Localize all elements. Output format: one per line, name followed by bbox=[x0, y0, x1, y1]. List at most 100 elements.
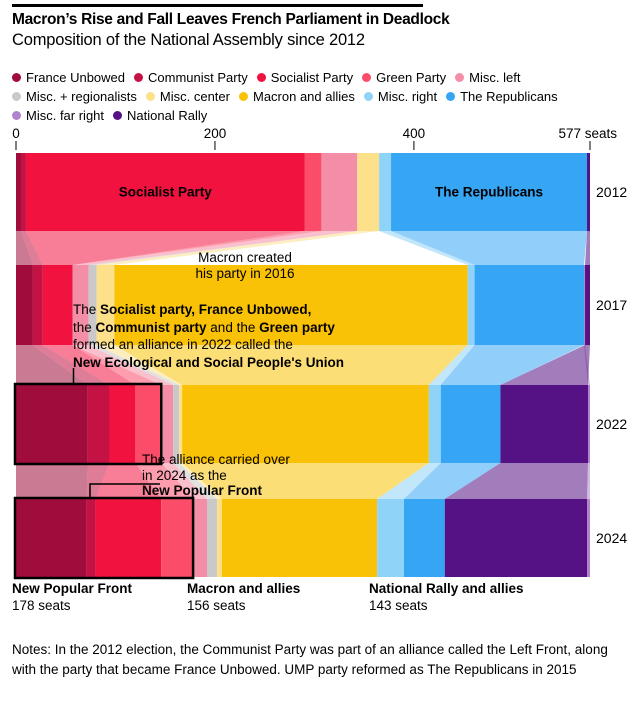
segment-2012-national-rally bbox=[587, 153, 590, 231]
the-republicans-swatch-icon bbox=[446, 92, 456, 101]
year-label-2012: 2012 bbox=[596, 184, 628, 200]
legend-label: The Republicans bbox=[460, 89, 558, 104]
flow-2012-2017-misc-center bbox=[96, 231, 380, 265]
segment-2024-misc-regionalists bbox=[207, 499, 217, 577]
segment-2012-misc-right bbox=[379, 153, 392, 231]
segment-2017-misc-right bbox=[467, 265, 475, 345]
legend-row-2: Misc. + regionalists Misc. center Macron a… bbox=[12, 87, 628, 106]
legend-item-green-party: Green Party bbox=[362, 68, 446, 87]
top-rule bbox=[12, 4, 423, 7]
annotation-line: in 2024 as the bbox=[142, 468, 290, 484]
footer-group-seats-1: 178 seats bbox=[12, 598, 71, 613]
segment-2022-green-party bbox=[135, 385, 162, 463]
flow-2022-2024-green-party bbox=[135, 463, 195, 499]
flow-2022-2024-national-rally bbox=[444, 463, 589, 499]
annotation-alliance: The Socialist party, France Unbowed, the … bbox=[73, 301, 344, 371]
annotation-text: The alliance carried over bbox=[142, 452, 290, 467]
flow-2022-2024-the-republicans bbox=[403, 463, 501, 499]
flow-2022-2024-misc-right bbox=[377, 463, 441, 499]
annotation-text: in 2024 as the bbox=[142, 467, 227, 483]
flow-2017-2022-the-republicans bbox=[440, 345, 585, 385]
flow-2022-2024-misc-center bbox=[179, 463, 222, 499]
segment-2024-green-party bbox=[161, 499, 195, 577]
year-label-2017: 2017 bbox=[596, 297, 628, 313]
segment-2012-green-party bbox=[304, 153, 322, 231]
flow-2012-2017-national-rally bbox=[585, 231, 590, 265]
flow-2017-2022-national-rally bbox=[500, 345, 590, 385]
nfp-annotation-connector bbox=[89, 483, 160, 497]
annotation-macron: Macron created his party in 2016 bbox=[195, 250, 294, 281]
segment-2017-national-rally bbox=[585, 265, 590, 345]
legend-label: Misc. far right bbox=[26, 108, 105, 123]
legend-label: National Rally bbox=[127, 108, 208, 123]
segment-2012-misc-left bbox=[321, 153, 358, 231]
flow-2012-2017-misc-right bbox=[379, 231, 475, 265]
segment-2017-macron-and-allies bbox=[114, 265, 468, 345]
green-party-swatch-icon bbox=[362, 73, 372, 82]
segment-2022-macron-and-allies bbox=[182, 385, 429, 463]
legend-label: Misc. + regionalists bbox=[26, 89, 137, 104]
misc-left-swatch-icon bbox=[455, 73, 465, 82]
footer-group-name-3: National Rally and allies bbox=[369, 581, 524, 596]
segment-2012-france-unbowed bbox=[16, 153, 21, 231]
annotation-line: Macron created bbox=[198, 250, 292, 265]
segment-2024-misc-center bbox=[216, 499, 222, 577]
macron-and-allies-swatch-icon bbox=[238, 92, 248, 101]
socialist-party-swatch-icon bbox=[256, 73, 266, 82]
segment-2022-misc-center bbox=[179, 385, 183, 463]
legend-item-misc-far-right: Misc. far right bbox=[12, 106, 104, 125]
legend-item-france-unbowed: France Unbowed bbox=[12, 68, 125, 87]
legend-label: France Unbowed bbox=[26, 70, 125, 85]
annotation-line: New Ecological and Social People's Union bbox=[73, 354, 344, 372]
flow-2012-2017-socialist-party bbox=[25, 231, 305, 265]
legend-item-macron-and-allies: Macron and allies bbox=[238, 87, 355, 106]
legend-label: Green Party bbox=[376, 70, 447, 85]
chart-title: Macron’s Rise and Fall Leaves French Par… bbox=[12, 11, 450, 28]
annotation-line: New Popular Front bbox=[142, 483, 290, 499]
flow-2012-2017-misc-regionalists bbox=[88, 231, 358, 265]
annotation-line: formed an alliance in 2022 called the bbox=[73, 336, 344, 354]
segment-2022-communist-party bbox=[87, 385, 110, 463]
segment-2022-misc-regionalists bbox=[173, 385, 180, 463]
flow-2017-2022-macron-and-allies bbox=[114, 345, 468, 385]
segment-2024-france-unbowed bbox=[16, 499, 87, 577]
footer-group-name-1: New Popular Front bbox=[12, 581, 133, 596]
segment-2022-misc-left bbox=[161, 385, 174, 463]
segment-2022-the-republicans bbox=[440, 385, 501, 463]
segment-2024-national-rally bbox=[444, 499, 588, 577]
flow-2022-2024-macron-and-allies bbox=[182, 463, 429, 499]
annotation-text: and the bbox=[206, 319, 260, 335]
flow-2017-2022-france-unbowed bbox=[16, 345, 88, 385]
annotation-line: his party in 2016 bbox=[195, 265, 295, 281]
segment-2017-communist-party bbox=[32, 265, 43, 345]
segment-2017-socialist-party bbox=[42, 265, 73, 345]
legend-item-socialist-party: Socialist Party bbox=[256, 68, 354, 87]
year-label-2022: 2022 bbox=[596, 416, 628, 432]
annotation-text: New Popular Front bbox=[142, 483, 263, 498]
legend-label: Communist Party bbox=[148, 70, 248, 85]
segment-2024-misc-right bbox=[377, 499, 404, 577]
flow-2017-2022-misc-left bbox=[72, 345, 174, 385]
national-rally-swatch-icon bbox=[113, 111, 123, 120]
segment-2017-misc-left bbox=[72, 265, 89, 345]
annotation-text: New Ecological and Social People's Union bbox=[73, 354, 345, 370]
legend-label: Macron and allies bbox=[252, 89, 355, 104]
misc-regionalists-swatch-icon bbox=[12, 92, 21, 101]
annotation-line: The Socialist party, France Unbowed, bbox=[73, 301, 344, 319]
legend-row-1: France Unbowed Communist Party Socialist P… bbox=[12, 68, 628, 87]
notes: Notes: In the 2012 election, the Communi… bbox=[12, 642, 608, 677]
axis-label-400: 400 bbox=[402, 126, 426, 141]
segment-2012-communist-party bbox=[20, 153, 26, 231]
flow-2017-2022-communist-party bbox=[32, 345, 110, 385]
segment-2017-france-unbowed bbox=[16, 265, 33, 345]
flow-2017-2022-socialist-party bbox=[42, 345, 136, 385]
segment-2017-misc-center bbox=[96, 265, 115, 345]
segment-2022-socialist-party bbox=[109, 385, 136, 463]
segment-2012-the-republicans bbox=[391, 153, 588, 231]
legend: France Unbowed Communist Party Socialist P… bbox=[12, 68, 628, 125]
legend-label: Misc. right bbox=[377, 89, 438, 104]
legend-label: Socialist Party bbox=[270, 70, 354, 85]
annotation-text: Green party bbox=[259, 319, 335, 335]
